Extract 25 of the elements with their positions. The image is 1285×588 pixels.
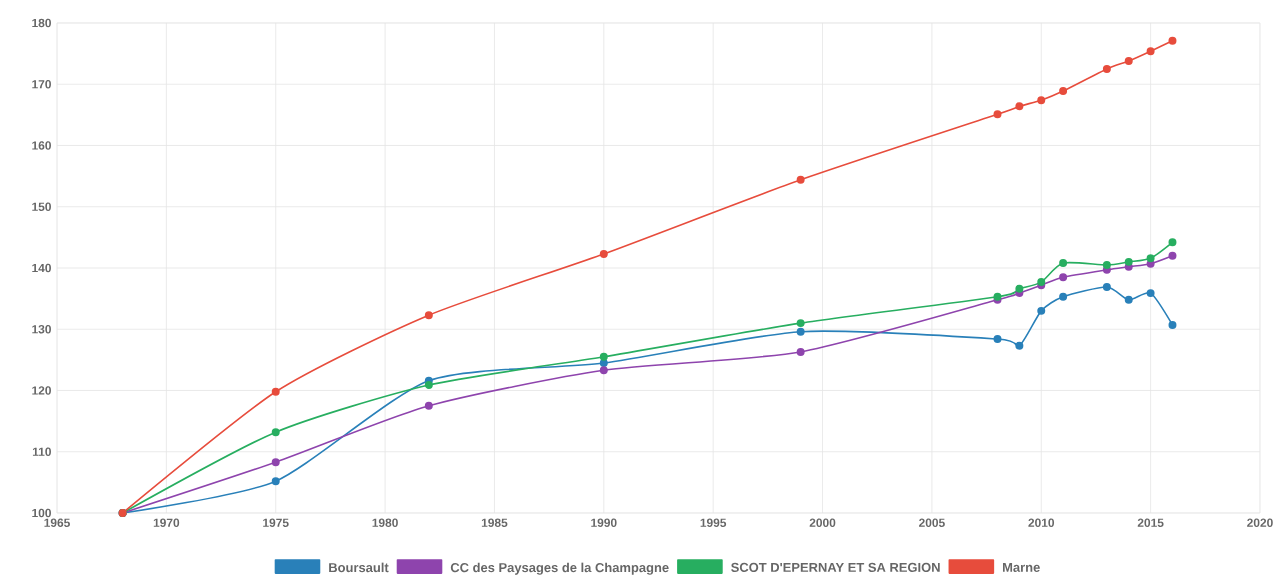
y-tick-label: 180 bbox=[32, 18, 51, 28]
x-tick-label: 1985 bbox=[481, 518, 508, 527]
legend-label: CC des Paysages de la Champagne bbox=[450, 562, 669, 575]
x-tick-label: 1965 bbox=[44, 518, 70, 527]
x-tick-label: 1970 bbox=[153, 518, 180, 527]
x-tick-label: 1990 bbox=[591, 518, 617, 527]
legend-label: SCOT D'EPERNAY ET SA REGION bbox=[731, 562, 940, 572]
y-tick-label: 110 bbox=[32, 447, 51, 456]
legend-label: Marne bbox=[1003, 562, 1040, 572]
x-tick-label: 2010 bbox=[1028, 518, 1055, 527]
x-tick-label: 1975 bbox=[263, 518, 289, 527]
y-tick-label: 150 bbox=[32, 202, 51, 211]
y-tick-label: 160 bbox=[32, 141, 51, 150]
x-tick-label: 1980 bbox=[372, 518, 398, 527]
x-tick-label: 1995 bbox=[700, 518, 727, 527]
x-tick-label: 2020 bbox=[1247, 518, 1273, 527]
y-tick-label: 120 bbox=[32, 386, 51, 395]
y-tick-label: 170 bbox=[32, 80, 51, 89]
x-tick-label: 2000 bbox=[809, 518, 836, 527]
y-tick-label: 100 bbox=[32, 508, 51, 518]
y-tick-label: 130 bbox=[32, 325, 51, 334]
x-tick-label: 2015 bbox=[1137, 518, 1164, 527]
legend-label: Boursault bbox=[329, 562, 389, 573]
y-tick-label: 140 bbox=[32, 263, 51, 273]
x-tick-label: 2005 bbox=[919, 518, 945, 527]
